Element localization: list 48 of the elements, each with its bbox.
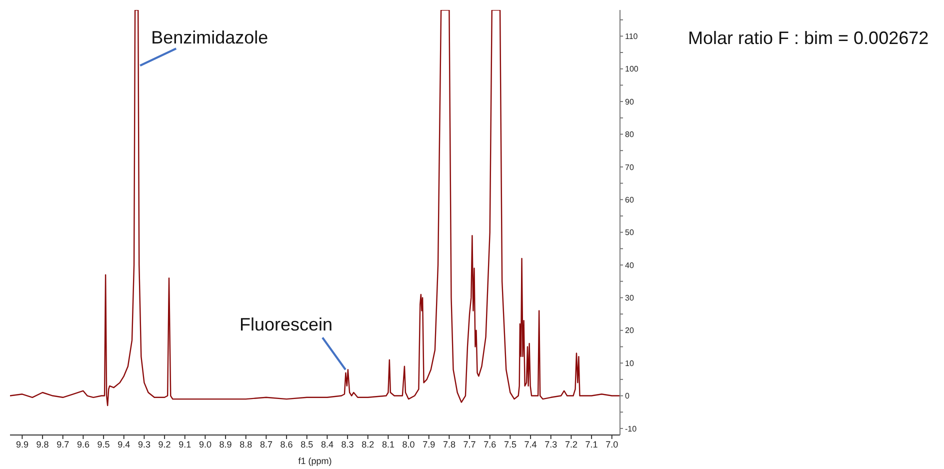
x-tick-label: 7.7 — [463, 439, 476, 450]
x-tick-label: 9.9 — [16, 439, 28, 450]
line-series — [10, 10, 620, 406]
x-tick-label: 9.2 — [158, 439, 171, 450]
y-tick-label: 10 — [625, 358, 634, 368]
x-tick-label: 8.9 — [219, 439, 232, 450]
y-tick-label: 60 — [625, 195, 634, 204]
x-axis-title: f1 (ppm) — [298, 456, 332, 466]
x-tick-label: 8.2 — [362, 439, 374, 450]
x-tick-label: 9.0 — [198, 439, 212, 450]
x-tick-label: 8.4 — [320, 439, 334, 450]
x-tick-label: 7.0 — [606, 439, 618, 450]
x-tick-label: 7.3 — [544, 439, 558, 450]
y-tick-label: 100 — [625, 64, 639, 74]
y-tick-label: 30 — [625, 294, 634, 303]
x-tick-label: 8.5 — [300, 439, 314, 450]
y-tick-label: 90 — [625, 97, 634, 106]
x-tick-label: 9.7 — [56, 439, 70, 450]
text: Molar ratio F : bim = 0.002672 — [688, 28, 929, 49]
x-tick-label: 7.1 — [585, 439, 598, 450]
x-tick-label: 7.2 — [564, 439, 578, 450]
x-tick-label: 7.9 — [422, 439, 436, 450]
x-tick-label: 7.8 — [442, 439, 456, 450]
x-tick-label: 9.5 — [97, 439, 110, 450]
x-tick-label: 7.5 — [504, 439, 516, 450]
x-tick-label: 8.3 — [341, 439, 354, 450]
x-tick-label: 9.4 — [118, 439, 130, 450]
x-tick-label: 7.6 — [484, 439, 496, 450]
y-tick-label: 40 — [625, 260, 634, 270]
x-tick-label: 8.7 — [260, 439, 272, 450]
y-tick-label: 110 — [625, 32, 638, 41]
x-tick-label: 9.1 — [178, 439, 192, 450]
x-tick-label: 9.3 — [138, 439, 150, 450]
y-tick-label: -10 — [625, 424, 638, 434]
y-tick-label: 20 — [625, 326, 634, 336]
x-tick-label: 7.4 — [524, 439, 537, 450]
annotation: Benzimidazole — [151, 27, 268, 48]
y-tick-label: 70 — [625, 162, 634, 172]
x-tick-label: 8.6 — [280, 439, 293, 450]
x-tick-label: 9.6 — [76, 439, 90, 450]
y-tick-label: 80 — [625, 130, 634, 140]
x-tick-label: 8.0 — [402, 439, 415, 450]
x-tick-label: 8.8 — [240, 439, 252, 450]
x-tick-label: 8.1 — [382, 439, 394, 450]
y-tick-label: 50 — [625, 228, 634, 238]
y-tick-label: 0 — [625, 392, 630, 401]
annotation: Fluorescein — [239, 314, 332, 334]
x-tick-label: 9.8 — [36, 439, 49, 450]
